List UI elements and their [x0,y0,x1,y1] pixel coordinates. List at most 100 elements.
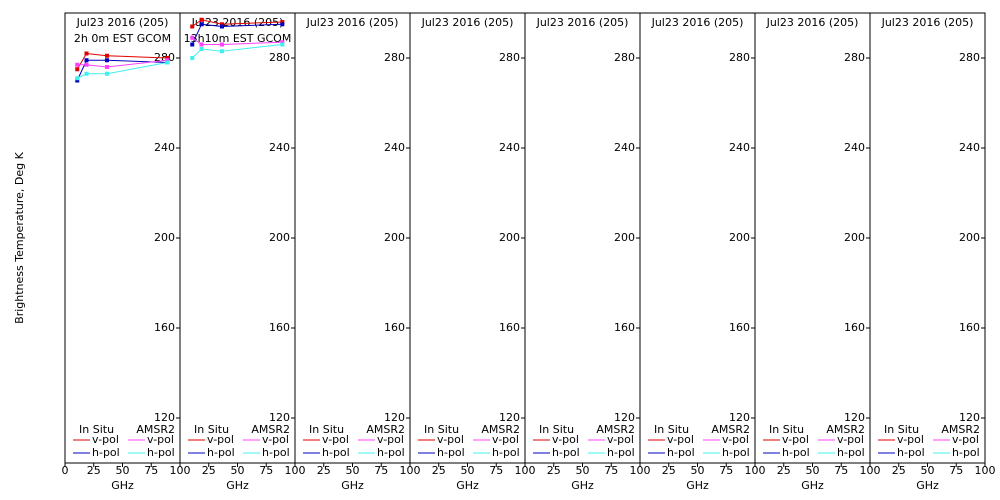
legend-label: v-pol [147,433,174,446]
x-tick-label: 25 [87,464,101,477]
x-axis-label: GHz [226,479,249,492]
legend-label: v-pol [782,433,809,446]
x-tick-label: 25 [777,464,791,477]
legend-group: AMSR2 [596,423,635,436]
point-marker [190,56,195,60]
y-tick-label: 240 [154,141,175,154]
legend-label: h-pol [952,446,980,459]
legend-label: h-pol [322,446,350,459]
legend-label: v-pol [437,433,464,446]
y-tick-label: 120 [154,411,175,424]
legend-group: AMSR2 [826,423,865,436]
y-tick-label: 280 [499,51,520,64]
y-tick-label: 120 [269,411,290,424]
x-tick-label: 50 [691,464,705,477]
legend-group: In Situ [194,423,229,436]
legend-label: v-pol [722,433,749,446]
x-tick-label: 100 [285,464,306,477]
panel-title: Jul23 2016 (205) [881,16,974,29]
y-tick-label: 120 [729,411,750,424]
x-tick-label: 100 [975,464,996,477]
point-marker [280,20,285,24]
point-marker [75,62,80,67]
x-tick-label: 75 [259,464,273,477]
x-tick-label: 75 [834,464,848,477]
x-tick-label: 75 [604,464,618,477]
y-tick-label: 160 [844,321,865,334]
point-marker [84,62,89,67]
y-tick-label: 160 [269,321,290,334]
y-tick-label: 240 [844,141,865,154]
x-axis-label: GHz [111,479,134,492]
point-marker [104,65,109,69]
point-marker [199,22,204,27]
legend-group: In Situ [539,423,574,436]
panel-subtitle: 13h10m EST GCOM [184,32,292,45]
y-tick-label: 240 [384,141,405,154]
x-tick-label: 100 [745,464,766,477]
point-marker [75,76,80,81]
legend-label: v-pol [552,433,579,446]
point-marker [219,42,224,47]
point-marker [280,42,285,47]
legend-label: h-pol [262,446,290,459]
x-tick-label: 100 [170,464,191,477]
legend-label: h-pol [207,446,235,459]
y-tick-label: 160 [499,321,520,334]
x-tick-label: 75 [949,464,963,477]
y-tick-label: 280 [844,51,865,64]
x-tick-label: 50 [231,464,245,477]
panel-title: Jul23 2016 (205) [421,16,514,29]
legend-label: h-pol [492,446,520,459]
legend-group: AMSR2 [711,423,750,436]
legend-label: v-pol [667,433,694,446]
legend-label: v-pol [607,433,634,446]
x-tick-label: 75 [719,464,733,477]
point-marker [199,47,204,51]
x-tick-label: 50 [921,464,935,477]
y-tick-label: 240 [269,141,290,154]
point-marker [219,24,224,29]
point-marker [199,42,204,47]
x-axis-label: GHz [916,479,939,492]
series-line [191,19,283,27]
point-marker [75,78,80,83]
legend-label: v-pol [322,433,349,446]
y-tick-label: 160 [614,321,635,334]
panel-title: Jul23 2016 (205) [766,16,859,29]
legend-label: v-pol [952,433,979,446]
x-axis-label: GHz [456,479,479,492]
point-marker [280,22,285,27]
y-tick-label: 240 [959,141,980,154]
panel-title: Jul23 2016 (205) [651,16,744,29]
legend-label: h-pol [837,446,865,459]
x-tick-label: 25 [432,464,446,477]
panel-subtitle: 2h 0m EST GCOM [74,32,171,45]
point-marker [104,53,109,58]
legend-label: h-pol [437,446,465,459]
x-tick-label: 75 [374,464,388,477]
series-line [76,59,168,81]
legend-label: v-pol [837,433,864,446]
y-tick-label: 160 [729,321,750,334]
legend-label: v-pol [262,433,289,446]
panel-title: Jul23 2016 (205) [536,16,629,29]
point-marker [165,58,170,63]
panel-title: Jul23 2016 (205) [306,16,399,29]
y-tick-label: 200 [729,231,750,244]
x-axis-label: GHz [686,479,709,492]
legend-group: In Situ [654,423,689,436]
x-tick-label: 50 [116,464,130,477]
series-line [191,23,283,45]
y-tick-label: 280 [384,51,405,64]
y-axis-label: Brightness Temperature, Deg K [13,151,26,323]
x-tick-label: 25 [662,464,676,477]
x-tick-label: 75 [144,464,158,477]
x-tick-label: 100 [630,464,651,477]
point-marker [104,58,109,63]
x-tick-label: 50 [346,464,360,477]
y-tick-label: 160 [959,321,980,334]
y-tick-label: 200 [269,231,290,244]
x-axis-label: GHz [801,479,824,492]
point-marker [219,49,224,54]
